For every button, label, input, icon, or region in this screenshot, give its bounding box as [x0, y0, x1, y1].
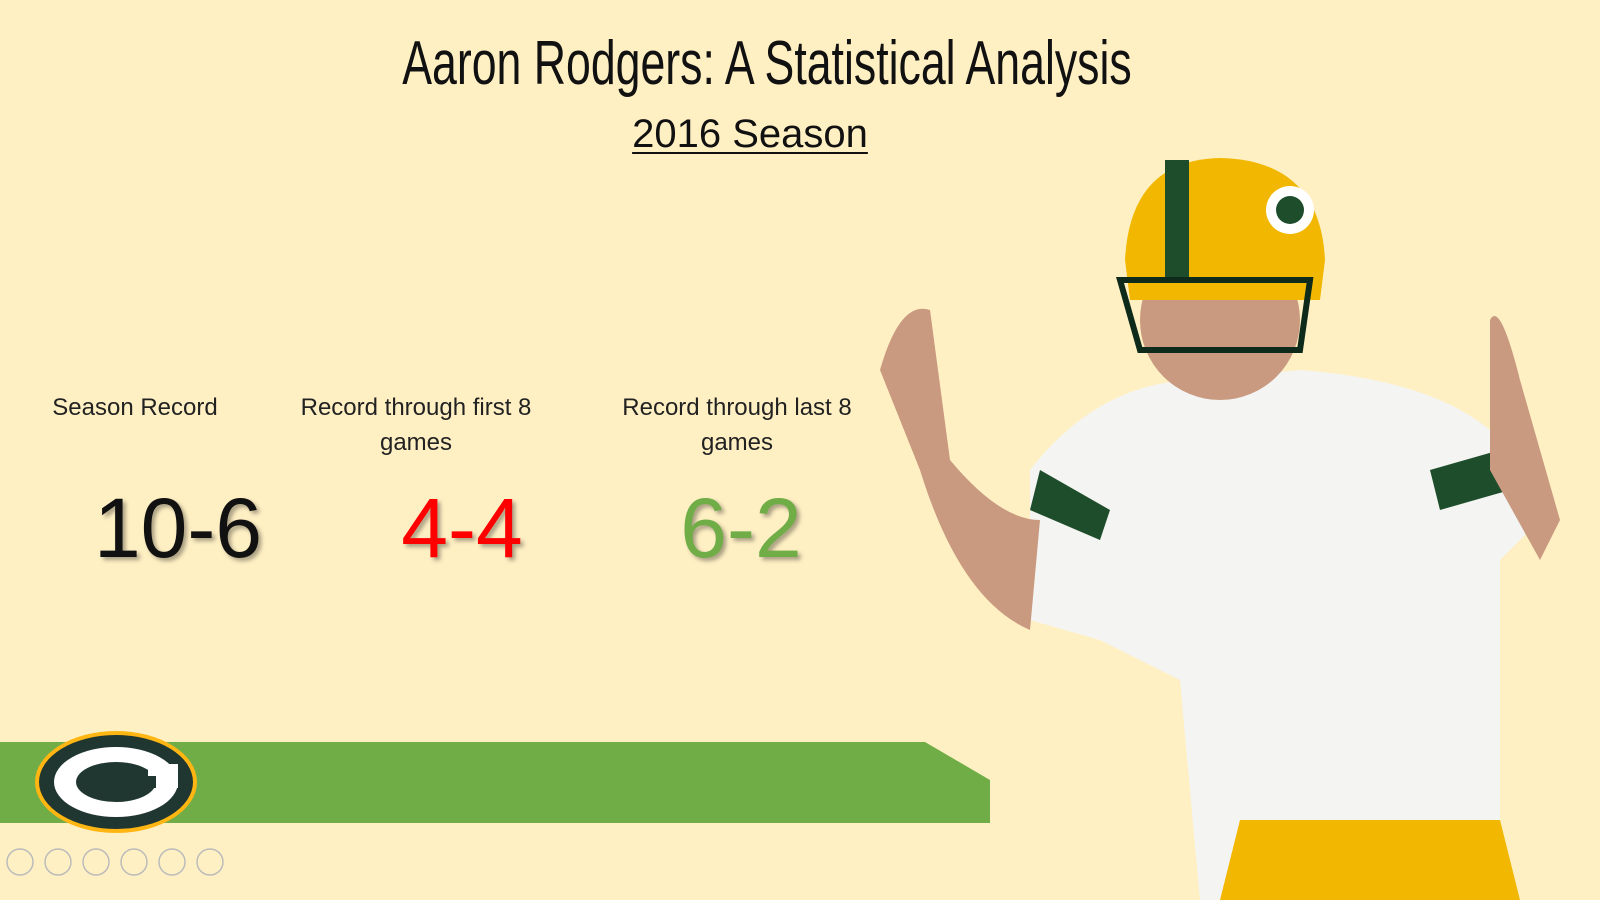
- prev-button[interactable]: [6, 848, 34, 876]
- stat-value: 10-6: [93, 481, 263, 575]
- pen-button[interactable]: [82, 848, 110, 876]
- more-button[interactable]: [196, 848, 224, 876]
- subtitle: 2016 Season: [632, 112, 868, 156]
- zoom-button[interactable]: [158, 848, 186, 876]
- stat-value: 4-4: [401, 481, 523, 575]
- stat-value: 6-2: [680, 481, 802, 575]
- slideshow-controls: [6, 848, 224, 876]
- next-button[interactable]: [44, 848, 72, 876]
- banner: [0, 742, 990, 823]
- logo: [35, 731, 197, 833]
- title: Aaron Rodgers: A Statistical Analysis: [402, 29, 1132, 98]
- stat-label: Season Record: [52, 394, 218, 421]
- player-figure: [880, 158, 1560, 900]
- stat-label: Record through first 8 games: [300, 394, 532, 456]
- stat-label: Record through last 8 games: [622, 394, 852, 456]
- slides-button[interactable]: [120, 848, 148, 876]
